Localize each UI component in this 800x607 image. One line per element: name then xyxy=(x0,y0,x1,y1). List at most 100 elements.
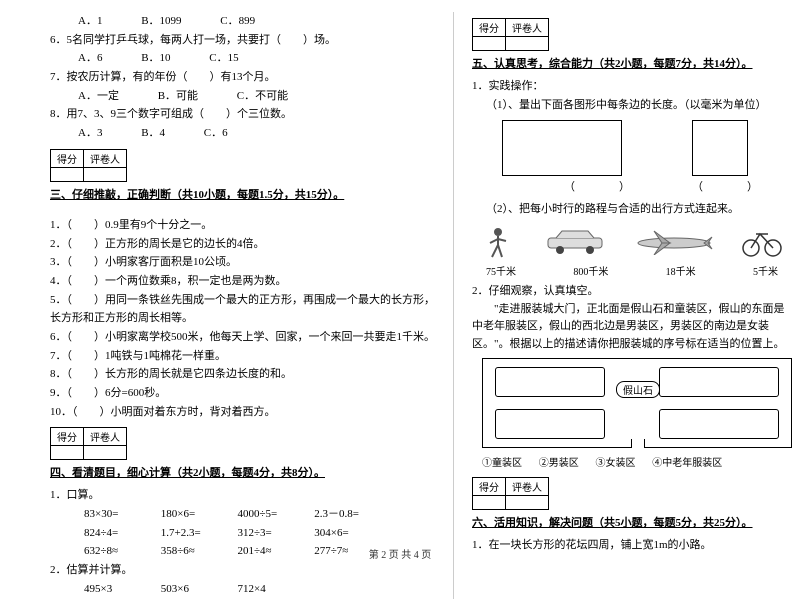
judge-item: 7．（ ）1吨铁与1吨棉花一样重。 xyxy=(50,347,435,366)
mall-entrance xyxy=(631,439,645,448)
mall-map: 假山石 xyxy=(482,358,792,448)
q8: 8．用7、3、9三个数字可组成（ ）个三位数。 xyxy=(50,105,435,124)
grader-blank xyxy=(506,37,549,51)
r-q2-text: "走进服装城大门，正北面是假山石和童装区，假山的东面是中老年服装区，假山的西北边… xyxy=(472,301,792,354)
opt-row: A．1 B．1099 C．899 xyxy=(50,12,435,31)
judge-item: 6．（ ）小明家离学校500米，他每天上学、回家，一个来回一共要走1千米。 xyxy=(50,328,435,347)
calc-cell: 312÷3= xyxy=(238,524,312,543)
judge-item: 10．（ ）小明面对着东方时，背对着西方。 xyxy=(50,403,435,422)
paren-label: （ ） xyxy=(502,178,692,194)
airplane-icon xyxy=(634,229,714,255)
calc-row: 83×30= 180×6= 4000÷5= 2.3－0.8= xyxy=(50,505,435,524)
mall-zone xyxy=(495,409,605,439)
score-blank xyxy=(473,37,506,51)
legend-item: ②男装区 xyxy=(539,454,579,469)
grader-blank xyxy=(84,446,127,460)
q6-opts: A．6 B．10 C．15 xyxy=(50,49,435,68)
q7-a: A．一定 xyxy=(78,87,119,106)
mall-zone xyxy=(659,409,779,439)
bicycle-icon xyxy=(740,226,784,258)
calc-cell: 304×6= xyxy=(314,524,388,543)
r-q2: 2．仔细观察，认真填空。 xyxy=(472,282,792,301)
legend-item: ④中老年服装区 xyxy=(652,454,722,469)
section-4-title: 四、看清题目，细心计算（共2小题，每题4分，共8分）。 xyxy=(50,467,325,479)
dist-label: 18千米 xyxy=(666,263,696,278)
distance-labels: 75千米 800千米 18千米 5千米 xyxy=(472,261,792,282)
r-q1: 1．实践操作： xyxy=(472,77,792,96)
score-blank xyxy=(51,446,84,460)
calc-2-title: 2．估算并计算。 xyxy=(50,561,435,580)
grader-label: 评卷人 xyxy=(84,149,127,167)
score-box-6: 得分评卷人 xyxy=(472,477,549,510)
judge-item: 8．（ ）长方形的周长就是它四条边长度的和。 xyxy=(50,365,435,384)
grader-label: 评卷人 xyxy=(84,428,127,446)
dist-label: 5千米 xyxy=(753,263,778,278)
opt-b: B．1099 xyxy=(141,12,181,31)
judge-item: 1．（ ）0.9里有9个十分之一。 xyxy=(50,216,435,235)
mall-zone xyxy=(659,367,779,397)
page-footer: 第 2 页 共 4 页 xyxy=(0,546,800,561)
judge-list: 1．（ ）0.9里有9个十分之一。 2．（ ）正方形的周长是它的边长的4倍。 3… xyxy=(50,216,435,422)
judge-item: 4．（ ）一个两位数乘8，积一定也是两为数。 xyxy=(50,272,435,291)
measure-shapes xyxy=(472,114,792,178)
opt-c: C．899 xyxy=(220,12,255,31)
calc-cell: 4000÷5= xyxy=(238,505,312,524)
section-3-title: 三、仔细推敲，正确判断（共10小题，每题1.5分，共15分）。 xyxy=(50,189,344,201)
q6-b: B．10 xyxy=(141,49,170,68)
section-6-title: 六、活用知识，解决问题（共5小题，每题5分，共25分）。 xyxy=(472,517,753,529)
q8-a: A．3 xyxy=(78,124,102,143)
rectangle-shape xyxy=(502,120,622,176)
score-blank xyxy=(473,495,506,509)
score-box-5: 得分评卷人 xyxy=(472,18,549,51)
calc-row: 824÷4= 1.7+2.3= 312÷3= 304×6= xyxy=(50,524,435,543)
q6-c: C．15 xyxy=(209,49,238,68)
score-box-4: 得分评卷人 xyxy=(50,427,127,460)
judge-item: 3．（ ）小明家客厅面积是10公顷。 xyxy=(50,253,435,272)
grader-label: 评卷人 xyxy=(506,19,549,37)
score-label: 得分 xyxy=(473,19,506,37)
calc-cell: 1.7+2.3= xyxy=(161,524,235,543)
q7-c: C．不可能 xyxy=(237,87,288,106)
r-q1-2: （2）、把每小时行的路程与合适的出行方式连起来。 xyxy=(472,200,792,219)
dist-label: 75千米 xyxy=(486,263,516,278)
calc-1-title: 1．口算。 xyxy=(50,486,435,505)
score-label: 得分 xyxy=(473,477,506,495)
grader-label: 评卷人 xyxy=(506,477,549,495)
calc-cell: 824÷4= xyxy=(84,524,158,543)
score-blank xyxy=(51,167,84,181)
q8-opts: A．3 B．4 C．6 xyxy=(50,124,435,143)
score-label: 得分 xyxy=(51,428,84,446)
score-box-3: 得分评卷人 xyxy=(50,149,127,182)
mall-center-label: 假山石 xyxy=(616,381,660,398)
calc-row-2: 495×3 503×6 712×4 xyxy=(50,580,435,599)
dist-label: 800千米 xyxy=(573,263,608,278)
opt-a: A．1 xyxy=(78,12,102,31)
r-q1-1: （1）、量出下面各图形中每条边的长度。（以毫米为单位） xyxy=(472,96,792,115)
mall-zone xyxy=(495,367,605,397)
section-5-title: 五、认真思考，综合能力（共2小题，每题7分，共14分）。 xyxy=(472,58,753,70)
calc-cell: 83×30= xyxy=(84,505,158,524)
calc-cell: 180×6= xyxy=(161,505,235,524)
square-shape xyxy=(692,120,748,176)
q7-b: B．可能 xyxy=(158,87,198,106)
judge-item: 9．（ ）6分=600秒。 xyxy=(50,384,435,403)
q7: 7．按农历计算，有的年份（ ）有13个月。 xyxy=(50,68,435,87)
q8-b: B．4 xyxy=(141,124,165,143)
judge-item: 5．（ ）用同一条铁丝先围成一个最大的正方形，再围成一个最大的长方形，长方形和正… xyxy=(50,291,435,328)
q8-c: C．6 xyxy=(204,124,228,143)
calc-cell: 495×3 xyxy=(84,580,158,599)
mall-legend: ①童装区 ②男装区 ③女装区 ④中老年服装区 xyxy=(472,450,792,471)
legend-item: ③女装区 xyxy=(596,454,636,469)
score-label: 得分 xyxy=(51,149,84,167)
legend-item: ①童装区 xyxy=(482,454,522,469)
calc-cell: 2.3－0.8= xyxy=(314,505,388,524)
shape-labels: （ ） （ ） xyxy=(472,178,792,194)
paren-label: （ ） xyxy=(692,178,748,194)
car-icon xyxy=(542,228,608,256)
q6: 6．5名同学打乒乓球，每两人打一场，共要打（ ）场。 xyxy=(50,31,435,50)
q7-opts: A．一定 B．可能 C．不可能 xyxy=(50,87,435,106)
grader-blank xyxy=(506,495,549,509)
judge-item: 2．（ ）正方形的周长是它的边长的4倍。 xyxy=(50,235,435,254)
calc-cell: 712×4 xyxy=(238,580,312,599)
walking-icon xyxy=(480,225,516,259)
